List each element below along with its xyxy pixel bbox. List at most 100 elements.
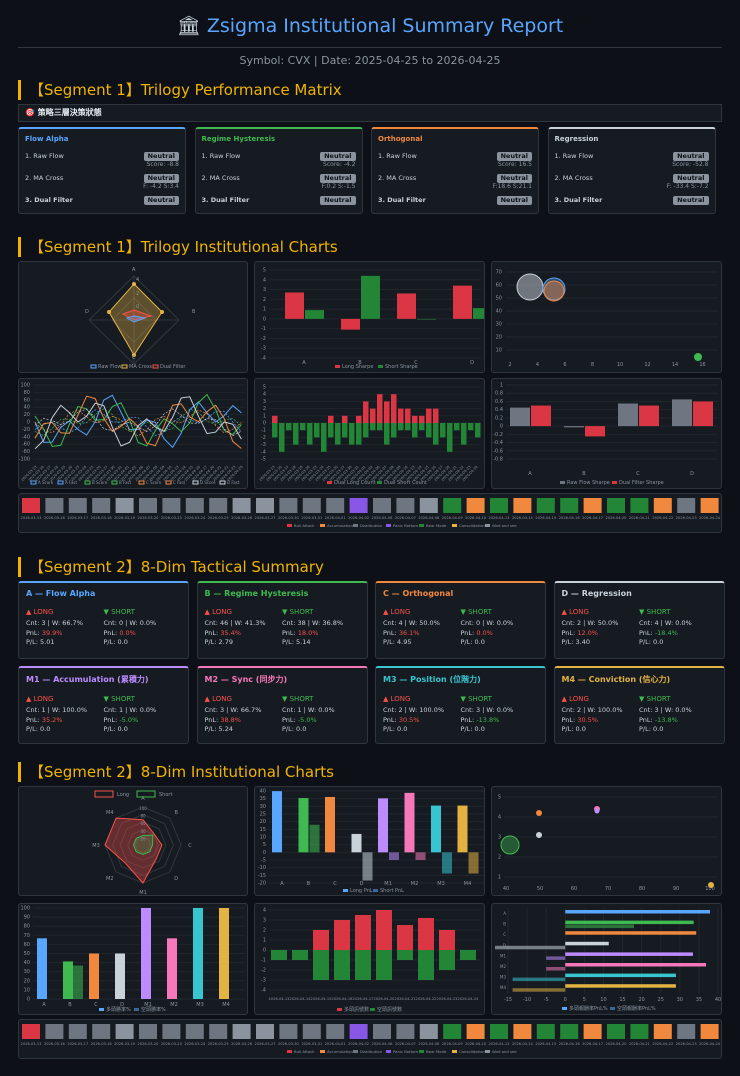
tactical-card-title: M3 — Position (位階力): [383, 675, 481, 684]
bar-sharpe: [531, 405, 551, 427]
regime-date: 2026-04-08: [418, 1042, 440, 1046]
radar-label-d: D: [85, 309, 89, 315]
bar-long-pnl: [404, 792, 415, 853]
y-tick: M4: [500, 985, 506, 990]
y-tick: 20: [496, 335, 502, 341]
regime-cell: [607, 1024, 625, 1039]
long-column: ▲ LONG Cnt: 2 | W: 50.0% PnL: 12.0% P/L:…: [562, 608, 640, 648]
bar-short-sharpe: [361, 275, 380, 319]
regime-cell: [209, 1024, 228, 1039]
radar-rtick: 100: [139, 806, 147, 811]
regime-legend-label: Bull Attack: [294, 1049, 315, 1054]
x-tick: M1: [384, 881, 392, 887]
long-column: ▲ LONG Cnt: 3 | W: 66.7% PnL: 39.9% P/L:…: [26, 608, 104, 648]
x-tick: 100: [705, 886, 715, 892]
tactical-card-title: A — Flow Alpha: [26, 589, 96, 598]
legend-short: Short: [159, 792, 172, 798]
bar-dual-short: [412, 423, 418, 438]
y-tick: 80: [24, 924, 30, 930]
bar-dual-short: [356, 423, 362, 445]
legend-swatch: [99, 1008, 104, 1011]
legend-label: C Fast: [173, 480, 186, 485]
legend-label: A Fast: [65, 480, 77, 485]
y-tick: D: [503, 943, 506, 948]
short-pnl: PnL: -5.0%: [104, 716, 182, 726]
short-header: ▼ SHORT: [460, 695, 492, 703]
y-tick: 1: [498, 875, 501, 881]
short-pnl: PnL: -18.4%: [639, 629, 717, 639]
legend-swatch: [57, 480, 64, 485]
bar-long-signal: [313, 930, 329, 950]
bubble-c: [543, 280, 565, 302]
regime-date: 2026-03-18: [91, 516, 113, 520]
regime-legend-label: Wait and see: [492, 1049, 517, 1054]
pnl-value: 35.2%: [41, 715, 63, 724]
section-title-tactical: 【Segment 2】8-Dim Tactical Summary: [18, 557, 324, 577]
bar-dual-short: [335, 423, 341, 445]
series-line: [34, 393, 242, 448]
regime-date: 2026-03-17: [67, 1042, 88, 1046]
long-column: ▲ LONG Cnt: 46 | W: 41.3% PnL: 35.4% P/L…: [205, 608, 283, 648]
x-tick-date: 2026-04-21: [395, 997, 416, 1001]
bar-dual-short: [363, 423, 369, 438]
x-tick-date: 2026-04-14: [290, 997, 312, 1001]
pnl-label: PnL:: [561, 715, 576, 724]
regime-legend-label: Bear Mode: [426, 1049, 447, 1054]
long-pl: P/L: 0.0: [561, 725, 586, 733]
regime-date: 2026-03-20: [138, 1042, 160, 1046]
pnl-value: 30.5%: [398, 715, 420, 724]
x-tick: 2: [508, 362, 511, 368]
x-tick: A: [528, 471, 532, 477]
bar-dual-short: [405, 423, 411, 431]
legend-swatch: [560, 481, 565, 484]
row-label: 1. Raw Flow: [25, 152, 64, 160]
pnl-value: 39.9%: [41, 628, 63, 637]
bar-dual-short: [300, 423, 306, 431]
x-tick: 50: [537, 886, 543, 892]
regime-date: 2026-03-30: [278, 1042, 300, 1046]
regime-date: 2026-03-25: [208, 516, 229, 520]
short-pl: P/L: 0.0: [460, 725, 485, 733]
x-tick: A: [42, 1002, 46, 1008]
radar-axis-label: A: [141, 796, 145, 802]
bar-dual-short: [433, 423, 439, 445]
y-tick: -1: [261, 958, 266, 964]
pnl-label: PnL:: [561, 628, 576, 637]
y-tick: 0: [27, 420, 30, 426]
bar-long-sharpe: [453, 285, 472, 319]
regime-cell: [607, 498, 625, 513]
long-pnl: PnL: 30.5%: [383, 716, 461, 726]
long-pl: P/L: 3.40: [561, 638, 590, 646]
regime-date: 2026-03-31: [301, 516, 322, 520]
legend-swatch: [452, 524, 457, 527]
y-tick: 20: [24, 412, 30, 418]
y-tick: -2: [261, 968, 266, 974]
regime-cell: [513, 498, 532, 513]
regime-date: 2026-03-23: [161, 1042, 182, 1046]
legend-short-sharpe: Short Sharpe: [385, 364, 418, 370]
bar-dual-short: [384, 423, 390, 445]
bar-short-signal: [334, 950, 350, 980]
y-tick: 2: [263, 297, 266, 303]
bar-long-pnl: [272, 791, 282, 853]
y-tick: 0: [263, 421, 266, 427]
radar-pt: [132, 353, 136, 357]
radar-axis-label: B: [175, 810, 179, 816]
radar-rtick: 20: [140, 836, 146, 841]
hbar-short: [546, 967, 566, 971]
legend-swatch: [373, 889, 378, 892]
y-tick: 1: [500, 383, 503, 389]
bar-short-pnl: [468, 852, 479, 874]
bar-long-winrate: [115, 953, 125, 999]
radar-pt: [160, 310, 164, 314]
decision-status-banner: 🎯 策略三層決策狀態: [18, 104, 722, 122]
bar-long-winrate: [167, 938, 177, 999]
bar-dual-long: [433, 408, 439, 423]
pnl-value: 36.1%: [398, 628, 420, 637]
bar-long-signal: [334, 920, 350, 950]
legend-short-signal: 空頭訊號數: [377, 1006, 402, 1013]
y-tick: 3: [263, 918, 266, 924]
matrix-row-ma: 2. MA Cross Neutral: [555, 173, 709, 183]
tactical-card: A — Flow Alpha ▲ LONG Cnt: 3 | W: 66.7% …: [18, 581, 189, 659]
